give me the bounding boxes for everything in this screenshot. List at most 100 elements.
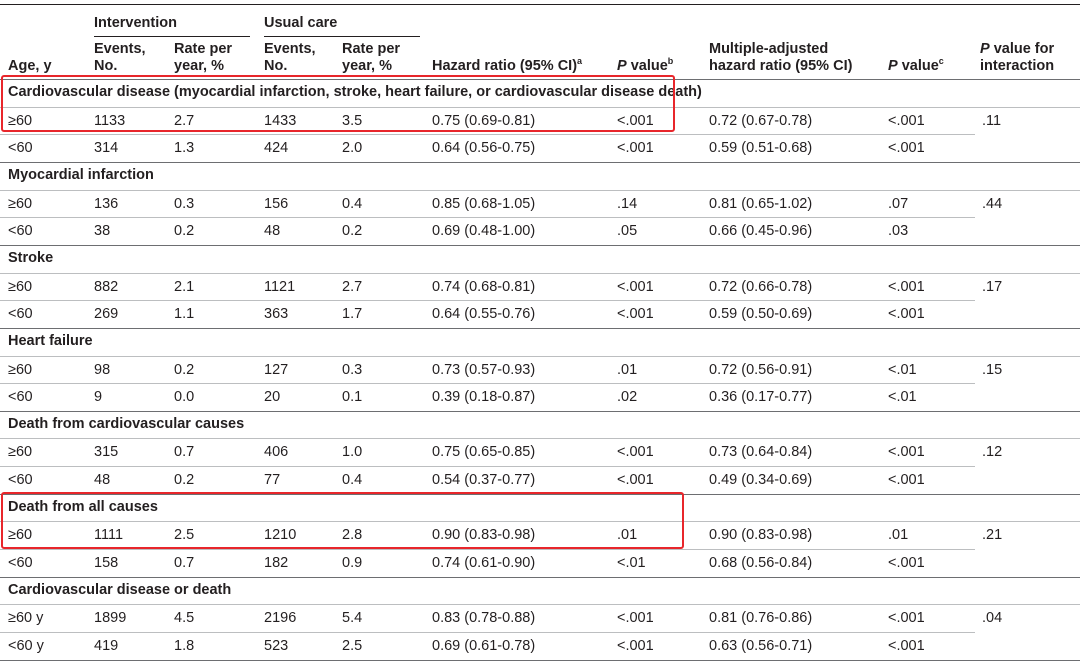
cell-intervention-rate: 0.3 xyxy=(174,195,195,212)
cell-intervention-rate: 2.7 xyxy=(174,112,195,129)
age-column-header: Age, y xyxy=(8,58,52,74)
cell-adjusted-p-value: <.001 xyxy=(888,472,925,489)
cell-hazard-ratio: 0.83 (0.78-0.88) xyxy=(432,610,536,627)
row-separator xyxy=(0,521,1080,523)
cell-usual-rate: 3.5 xyxy=(342,112,363,129)
cell-age: <60 xyxy=(8,223,33,240)
cell-p-value: <.001 xyxy=(617,444,654,461)
section-title: Myocardial infarction xyxy=(8,166,154,183)
section-title: Death from cardiovascular causes xyxy=(8,415,245,432)
cell-adjusted-p-value: <.001 xyxy=(888,555,925,572)
cell-usual-rate: 1.7 xyxy=(342,306,363,323)
cell-interaction-p-value: .04 xyxy=(982,610,1003,627)
cell-age: ≥60 xyxy=(8,112,33,129)
cell-intervention-events: 314 xyxy=(94,140,119,157)
cell-adjusted-hazard-ratio: 0.81 (0.65-1.02) xyxy=(709,195,813,212)
cell-intervention-events: 1111 xyxy=(94,527,124,544)
cell-usual-rate: 2.0 xyxy=(342,140,363,157)
interaction-p-value-header: P value for interaction xyxy=(980,41,1055,74)
section-separator xyxy=(0,244,1080,246)
cell-intervention-events: 48 xyxy=(94,472,111,489)
cell-adjusted-hazard-ratio: 0.81 (0.76-0.86) xyxy=(709,610,813,627)
cell-adjusted-p-value: <.001 xyxy=(888,306,925,323)
cell-adjusted-hazard-ratio: 0.49 (0.34-0.69) xyxy=(709,472,813,489)
group-intervention-header: Intervention xyxy=(94,15,177,31)
cell-intervention-events: 136 xyxy=(94,195,119,212)
cell-age: ≥60 xyxy=(8,278,33,295)
row-separator xyxy=(0,438,1080,440)
cell-p-value: .01 xyxy=(617,527,638,544)
cell-usual-events: 182 xyxy=(264,555,289,572)
cell-adjusted-hazard-ratio: 0.59 (0.50-0.69) xyxy=(709,306,813,323)
cell-age: <60 xyxy=(8,555,33,572)
cell-interaction-p-value: .17 xyxy=(982,278,1003,295)
cell-interaction-p-value: .44 xyxy=(982,195,1003,212)
cell-usual-events: 406 xyxy=(264,444,289,461)
cell-usual-rate: 0.3 xyxy=(342,361,363,378)
section-separator xyxy=(0,493,1080,495)
row-separator xyxy=(0,189,1080,191)
cell-hazard-ratio: 0.69 (0.61-0.78) xyxy=(432,638,536,654)
cell-usual-events: 1210 xyxy=(264,527,297,544)
cell-intervention-rate: 2.1 xyxy=(174,278,195,295)
row-separator xyxy=(0,134,975,136)
adjusted-hazard-ratio-header: Multiple-adjusted hazard ratio (95% CI) xyxy=(709,41,853,74)
cell-intervention-rate: 0.0 xyxy=(174,389,195,406)
cell-adjusted-p-value: <.001 xyxy=(888,278,925,295)
cell-p-value: <.001 xyxy=(617,610,654,627)
cell-usual-events: 20 xyxy=(264,389,281,406)
cell-adjusted-p-value: <.001 xyxy=(888,638,925,654)
cell-intervention-events: 419 xyxy=(94,638,119,654)
cell-intervention-rate: 4.5 xyxy=(174,610,195,627)
cell-usual-rate: 2.8 xyxy=(342,527,363,544)
cell-hazard-ratio: 0.69 (0.48-1.00) xyxy=(432,223,536,240)
cell-usual-rate: 2.5 xyxy=(342,638,363,654)
cell-adjusted-p-value: <.001 xyxy=(888,140,925,157)
cell-age: <60 y xyxy=(8,638,44,654)
cell-p-value: <.001 xyxy=(617,112,654,129)
row-separator xyxy=(0,632,975,633)
highlight-box-cardiovascular-disease xyxy=(1,75,675,132)
cell-usual-events: 1121 xyxy=(264,278,296,295)
cell-usual-events: 1433 xyxy=(264,112,297,129)
cell-intervention-events: 158 xyxy=(94,555,119,572)
intervention-group-rule xyxy=(94,36,250,37)
cell-usual-events: 127 xyxy=(264,361,289,378)
cell-hazard-ratio: 0.73 (0.57-0.93) xyxy=(432,361,536,378)
cell-usual-events: 77 xyxy=(264,472,281,489)
cell-intervention-events: 1133 xyxy=(94,112,126,129)
cell-interaction-p-value: .11 xyxy=(982,112,1002,129)
section-separator xyxy=(0,161,1080,163)
row-separator xyxy=(0,604,1080,606)
cell-adjusted-p-value: <.001 xyxy=(888,112,925,129)
cell-age: <60 xyxy=(8,140,33,157)
cell-adjusted-hazard-ratio: 0.59 (0.51-0.68) xyxy=(709,140,813,157)
cell-p-value: <.001 xyxy=(617,306,654,323)
cell-intervention-events: 269 xyxy=(94,306,119,323)
hazard-ratio-header: Hazard ratio (95% CI)a xyxy=(432,56,583,75)
cell-hazard-ratio: 0.54 (0.37-0.77) xyxy=(432,472,536,489)
section-separator xyxy=(0,327,1080,329)
cell-adjusted-hazard-ratio: 0.68 (0.56-0.84) xyxy=(709,555,813,572)
cell-hazard-ratio: 0.64 (0.56-0.75) xyxy=(432,140,536,157)
row-separator xyxy=(0,466,975,468)
group-usual-care-header: Usual care xyxy=(264,15,338,31)
cell-age: <60 xyxy=(8,472,33,489)
cell-hazard-ratio: 0.75 (0.65-0.85) xyxy=(432,444,536,461)
row-separator xyxy=(0,355,1080,357)
cell-adjusted-hazard-ratio: 0.72 (0.66-0.78) xyxy=(709,278,813,295)
cell-hazard-ratio: 0.90 (0.83-0.98) xyxy=(432,527,536,544)
cell-hazard-ratio: 0.75 (0.69-0.81) xyxy=(432,112,536,129)
cell-adjusted-hazard-ratio: 0.73 (0.64-0.84) xyxy=(709,444,813,461)
cell-intervention-rate: 0.2 xyxy=(174,472,195,489)
cell-intervention-events: 315 xyxy=(94,444,119,461)
highlight-box-death-all-causes xyxy=(1,492,684,549)
cell-p-value: <.001 xyxy=(617,638,654,654)
row-separator xyxy=(0,272,1080,274)
row-separator xyxy=(0,300,975,302)
cell-intervention-rate: 1.3 xyxy=(174,140,195,157)
cell-adjusted-hazard-ratio: 0.63 (0.56-0.71) xyxy=(709,638,813,654)
cell-p-value: <.001 xyxy=(617,472,654,489)
usual-rate-header: Rate per year, % xyxy=(342,41,401,74)
